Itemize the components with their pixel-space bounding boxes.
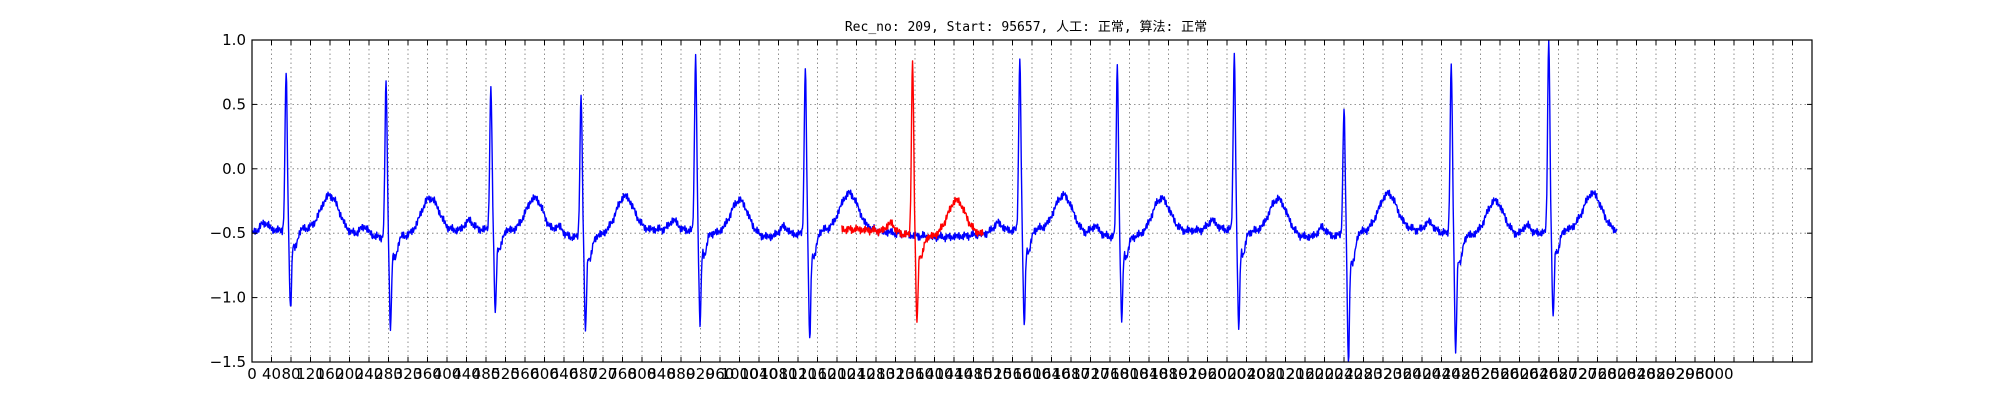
x-tick-label: 1720 [1071, 365, 1109, 383]
x-tick-label: 1920 [1169, 365, 1207, 383]
x-tick-label: 200 [335, 365, 364, 383]
x-tick-label: 960 [706, 365, 735, 383]
x-tick-label: 400 [433, 365, 462, 383]
x-tick-label: 1200 [818, 365, 856, 383]
x-tick-label: 1600 [1013, 365, 1051, 383]
x-tick-label: 1560 [993, 365, 1031, 383]
x-tick-label: 1840 [1130, 365, 1168, 383]
x-tick-label: 600 [530, 365, 559, 383]
series-line-0 [251, 39, 1618, 362]
x-tick-label: 2240 [1325, 365, 1363, 383]
plot-frame [251, 39, 1813, 363]
x-tick-label: 440 [452, 365, 481, 383]
x-tick-label: 1480 [954, 365, 992, 383]
x-tick-label: 2720 [1559, 365, 1597, 383]
y-tick-label: 1.0 [222, 31, 246, 49]
x-tick-label: 2040 [1227, 365, 1265, 383]
x-tick-label: 720 [589, 365, 618, 383]
x-tick-label: 280 [374, 365, 403, 383]
y-tick-label: −0.5 [210, 224, 246, 242]
x-tick-label: 1400 [915, 365, 953, 383]
x-tick-label: 2680 [1539, 365, 1577, 383]
x-tick-label: 1080 [759, 365, 797, 383]
x-tick-label: 680 [569, 365, 598, 383]
x-tick-label: 1640 [1032, 365, 1070, 383]
x-tick-label: 2400 [1403, 365, 1441, 383]
x-tick-label: 120 [296, 365, 325, 383]
y-tick-label: −1.0 [210, 289, 246, 307]
x-tick-label: 2440 [1422, 365, 1460, 383]
series-layer [251, 39, 1618, 362]
x-tick-label: 2800 [1598, 365, 1636, 383]
x-tick-label: 920 [686, 365, 715, 383]
x-tick-label: 1680 [1052, 365, 1090, 383]
x-tick-label: 1320 [876, 365, 914, 383]
x-tick-label: 880 [667, 365, 696, 383]
x-axis-ticks: 0 40 8012016020024028032036040044048052056… [247, 40, 1813, 383]
x-tick-label: 1000 [720, 365, 758, 383]
x-tick-label: 760 [608, 365, 637, 383]
x-tick-label: 2520 [1461, 365, 1499, 383]
x-tick-label: 240 [355, 365, 384, 383]
x-tick-label: 2480 [1442, 365, 1480, 383]
x-tick-label: 560 [511, 365, 540, 383]
x-tick-label: 640 [550, 365, 579, 383]
x-tick-label: 80 [281, 365, 300, 383]
x-tick-label: 2560 [1481, 365, 1519, 383]
x-tick-label: 2360 [1383, 365, 1421, 383]
x-tick-label: 1880 [1149, 365, 1187, 383]
x-tick-label: 1360 [896, 365, 934, 383]
x-tick-label: 320 [394, 365, 423, 383]
y-tick-label: 0.5 [222, 95, 246, 113]
x-tick-label: 1040 [740, 365, 778, 383]
x-tick-label: 0 [247, 365, 257, 383]
x-tick-label: 1120 [779, 365, 817, 383]
x-tick-label: 1520 [974, 365, 1012, 383]
x-tick-label: 2080 [1247, 365, 1285, 383]
y-tick-label: −1.5 [210, 353, 246, 371]
x-tick-label: 1440 [935, 365, 973, 383]
x-tick-label: 3000 [1695, 365, 1733, 383]
x-tick-label: 2600 [1500, 365, 1538, 383]
x-tick-label: 2920 [1656, 365, 1694, 383]
x-tick-label: 2960 [1676, 365, 1714, 383]
x-tick-label: 840 [647, 365, 676, 383]
grid-lines [252, 40, 1812, 362]
x-tick-label: 2280 [1344, 365, 1382, 383]
series-line-1 [841, 60, 984, 323]
x-tick-label: 1160 [798, 365, 836, 383]
x-tick-label: 2000 [1208, 365, 1246, 383]
x-tick-label: 360 [413, 365, 442, 383]
x-tick-label: 1240 [837, 365, 875, 383]
x-tick-label: 2120 [1266, 365, 1304, 383]
x-tick-label: 2880 [1637, 365, 1675, 383]
x-tick-label: 800 [628, 365, 657, 383]
x-tick-label: 2320 [1364, 365, 1402, 383]
chart-title: Rec_no: 209, Start: 95657, 人工: 正常, 算法: 正… [845, 20, 1207, 35]
x-tick-label: 2200 [1305, 365, 1343, 383]
x-tick-label: 480 [472, 365, 501, 383]
x-tick-label: 2640 [1520, 365, 1558, 383]
x-tick-label: 2840 [1617, 365, 1655, 383]
x-tick-label: 1960 [1188, 365, 1226, 383]
y-axis-ticks: 1.0 0.5 0.0 −0.5 −1.0 −1.5 [210, 31, 1812, 371]
x-tick-label: 2160 [1286, 365, 1324, 383]
y-tick-label: 0.0 [222, 160, 246, 178]
x-tick-label: 1800 [1110, 365, 1148, 383]
x-tick-label: 40 [262, 365, 281, 383]
x-tick-label: 1280 [857, 365, 895, 383]
x-tick-label: 2760 [1578, 365, 1616, 383]
x-tick-label: 520 [491, 365, 520, 383]
x-tick-label: 160 [316, 365, 345, 383]
x-tick-label: 1760 [1091, 365, 1129, 383]
